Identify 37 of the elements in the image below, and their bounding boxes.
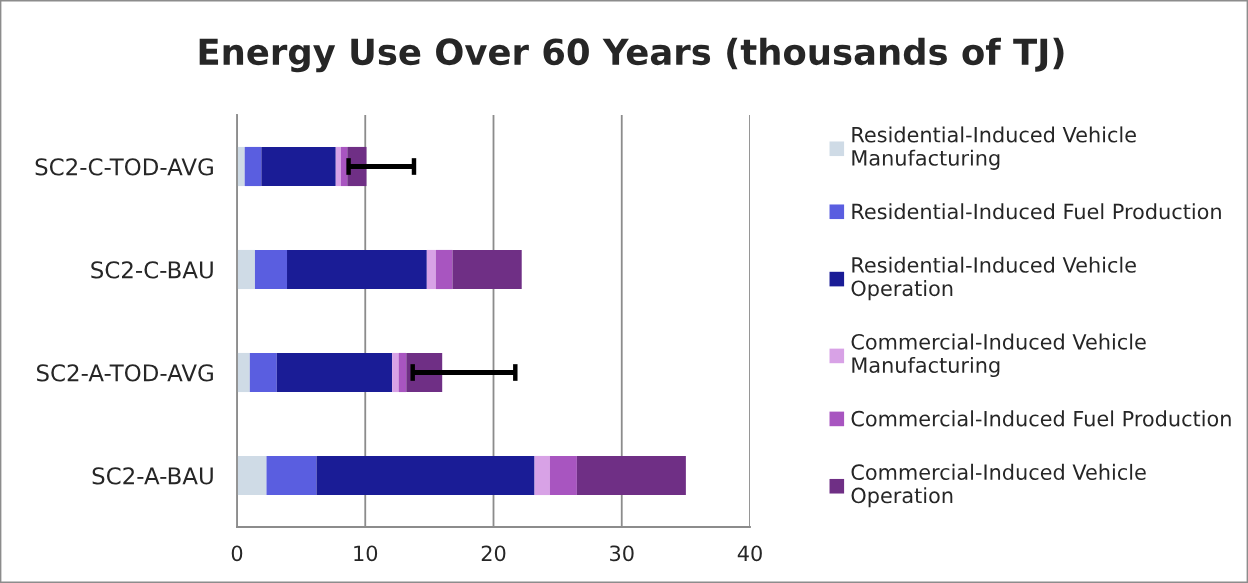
- x-tick-label: 30: [610, 545, 634, 562]
- bar: [426, 249, 436, 290]
- y-tick-label: SC2-C-BAU: [91, 261, 213, 279]
- bar: [237, 352, 250, 393]
- bar: [335, 146, 341, 187]
- chart-title: Energy Use Over 60 Years (thousands of TJ): [199, 37, 1064, 73]
- x-tick-label: 10: [354, 545, 378, 562]
- x-tick-label: 20: [481, 545, 506, 562]
- legend-label: Residential-Induced Vehicle Manufacturing: [852, 126, 1136, 170]
- bar: [549, 455, 577, 496]
- bar: [398, 352, 407, 393]
- bar: [287, 249, 427, 290]
- bar: [316, 455, 535, 496]
- legend-label: Residential-Induced Vehicle Operation: [851, 256, 1136, 301]
- y-tick-label: SC2-A-TOD-AVG: [36, 364, 213, 382]
- bar: [392, 352, 399, 393]
- bar: [435, 249, 453, 290]
- y-tick-label: SC2-A-BAU: [92, 467, 213, 485]
- bar: [576, 455, 686, 496]
- bar: [237, 455, 267, 496]
- bar: [452, 249, 522, 290]
- bar: [266, 455, 317, 496]
- legend-label: Commercial-Induced Vehicle Manufacturing: [851, 333, 1146, 378]
- x-tick-label: 0: [231, 545, 243, 562]
- bar: [237, 249, 255, 290]
- bar: [249, 352, 277, 393]
- bar: [261, 146, 336, 187]
- x-tick-label: 40: [737, 545, 762, 562]
- bar: [534, 455, 550, 496]
- bar: [254, 249, 288, 290]
- bar: [276, 352, 393, 393]
- y-tick-label: SC2-C-TOD-AVG: [35, 158, 213, 176]
- legend-label: Commercial-Induced Vehicle Operation: [851, 463, 1146, 508]
- bar: [237, 146, 245, 187]
- legend-label: Commercial-Induced Fuel Production: [851, 410, 1231, 427]
- bar: [244, 146, 262, 187]
- legend-label: Residential-Induced Fuel Production: [852, 203, 1221, 220]
